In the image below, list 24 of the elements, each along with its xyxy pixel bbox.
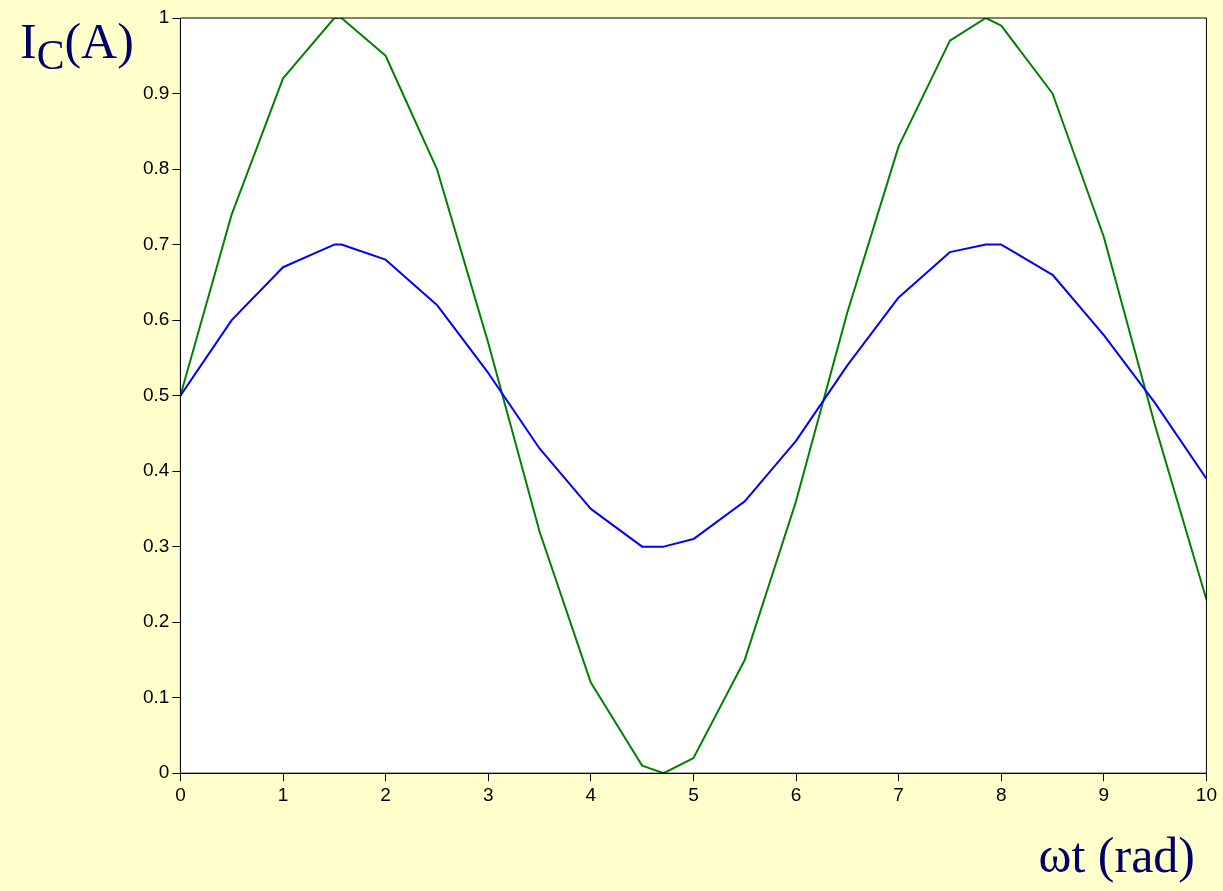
y-tick-label: 0.6 <box>142 308 170 330</box>
x-tick-label: 10 <box>1195 783 1217 805</box>
y-tick-label: 0.1 <box>142 685 170 707</box>
x-tick-label: 8 <box>995 783 1007 805</box>
x-tick-label: 2 <box>380 783 391 805</box>
x-tick-label: 9 <box>1098 783 1110 805</box>
y-tick-label: 0.8 <box>142 157 170 179</box>
x-tick-label: 7 <box>893 783 904 805</box>
y-tick-label: 1 <box>158 6 170 28</box>
y-tick-label: 0.5 <box>142 383 170 405</box>
x-tick-label: 1 <box>277 783 289 805</box>
x-tick-label: 3 <box>482 783 494 805</box>
y-tick-label: 0.4 <box>142 459 170 481</box>
y-tick-label: 0.2 <box>142 610 170 632</box>
x-tick-label: 4 <box>585 783 597 805</box>
x-tick-label: 6 <box>790 783 802 805</box>
y-axis-title: I$_{C}$(A) <box>20 12 134 79</box>
y-tick-label: 0.3 <box>142 534 170 556</box>
y-tick-label: 0 <box>158 761 170 783</box>
x-tick-label: 5 <box>688 783 699 805</box>
y-tick-label: 0.7 <box>142 232 170 254</box>
x-axis-title: ωt (rad) <box>1038 826 1195 884</box>
x-tick-label: 0 <box>175 783 186 805</box>
y-tick-label: 0.9 <box>142 81 170 103</box>
